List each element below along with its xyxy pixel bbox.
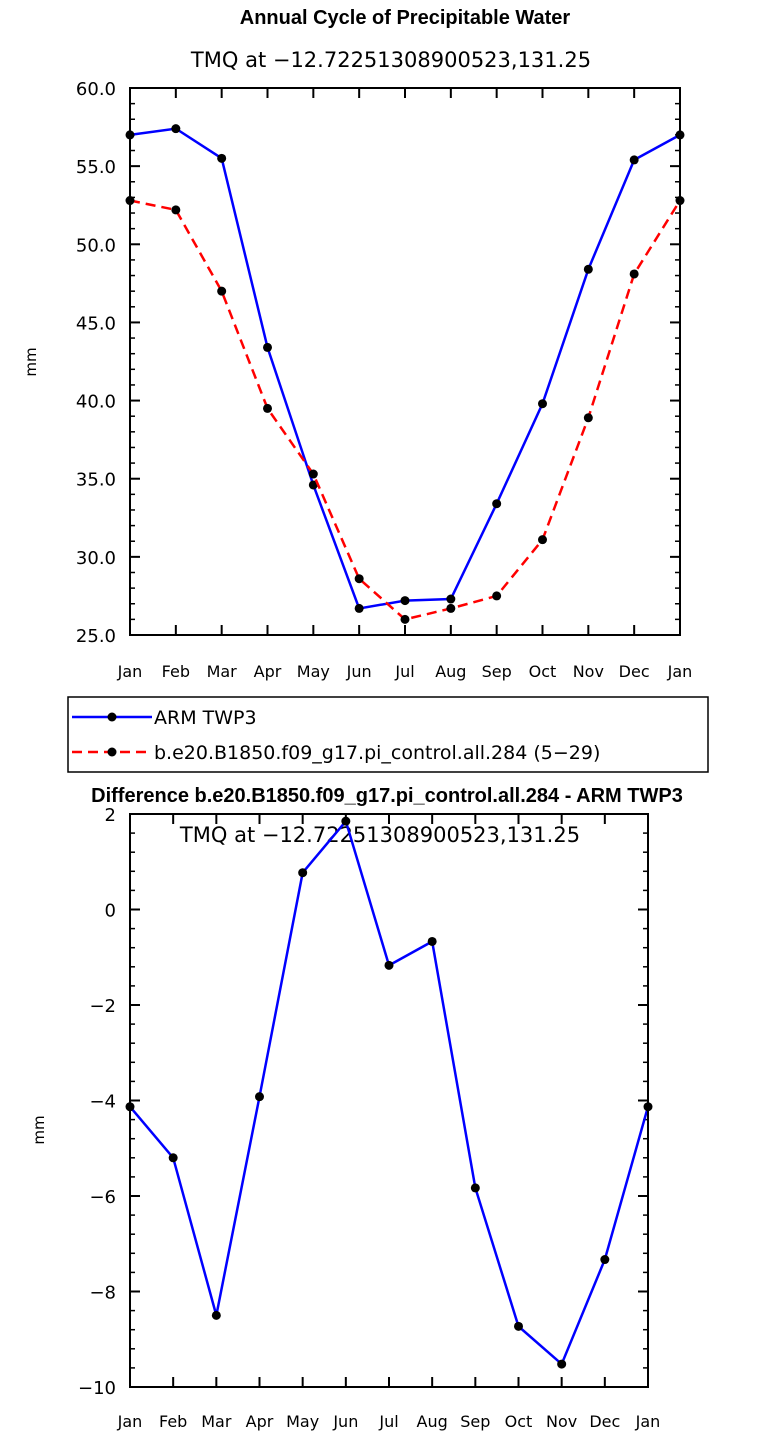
c1-x-tick-label: Apr — [254, 662, 282, 681]
c1-x-tick-label: Jun — [346, 662, 372, 681]
chart2-subtitle: TMQ at −12.72251308900523,131.25 — [179, 823, 580, 847]
chart1-legend: ARM TWP3 b.e20.B1850.f09_g17.pi_control.… — [67, 696, 709, 773]
legend-marker-model — [107, 747, 117, 757]
c2-series-0-point — [600, 1255, 610, 1265]
c2-series-0-point — [427, 936, 437, 946]
c2-y-tick-label: −10 — [78, 1378, 116, 1399]
c2-y-tick-label: 2 — [105, 805, 116, 826]
c2-x-tick-label: Jul — [378, 1412, 398, 1431]
c2-series-0-point — [211, 1310, 221, 1320]
legend-marker-arm — [107, 712, 117, 722]
c1-series-0-point — [400, 596, 410, 606]
c1-series-0-point — [629, 155, 639, 165]
c2-x-tick-label: Aug — [417, 1412, 448, 1431]
c2-series-0-point — [514, 1321, 523, 1331]
c2-x-tick-label: Dec — [589, 1412, 620, 1431]
c2-series-0-point — [557, 1359, 567, 1369]
difference-chart: Difference b.e20.B1850.f09_g17.pi_contro… — [30, 785, 683, 1431]
c1-series-line-1 — [129, 199, 682, 621]
c1-x-tick-label: Dec — [619, 662, 650, 681]
c1-x-tick-label: Jan — [667, 662, 693, 681]
c2-x-tick-label: Jun — [332, 1412, 358, 1431]
c1-series-1-point — [492, 591, 502, 601]
c1-series-line-0 — [129, 127, 681, 610]
c1-x-tick-label: Nov — [573, 662, 604, 681]
c1-series-0-point — [538, 399, 547, 409]
c2-y-tick-label: −2 — [89, 996, 116, 1017]
c1-y-tick-label: 50.0 — [76, 235, 116, 256]
chart1-plot-frame — [129, 87, 681, 636]
c2-series-0-point — [298, 868, 308, 878]
c1-series-0-point — [492, 499, 502, 509]
c1-series-1-point — [171, 205, 181, 215]
c2-x-tick-label: Apr — [246, 1412, 274, 1431]
c1-series-1-point — [263, 403, 272, 413]
legend-frame — [67, 696, 709, 773]
c2-x-tick-label: Jan — [117, 1412, 143, 1431]
c2-y-tick-label: −6 — [89, 1187, 116, 1208]
c1-series-0-point — [446, 594, 456, 604]
legend-label-model: b.e20.B1850.f09_g17.pi_control.all.284 (… — [154, 742, 600, 764]
c1-series-1-point — [583, 413, 593, 423]
legend-label-arm: ARM TWP3 — [154, 707, 257, 729]
c1-x-tick-label: Feb — [162, 662, 190, 681]
chart2-title: Difference b.e20.B1850.f09_g17.pi_contro… — [91, 785, 683, 807]
c2-y-tick-label: 0 — [105, 901, 116, 922]
chart1-subtitle: TMQ at −12.72251308900523,131.25 — [190, 48, 591, 72]
c1-x-tick-label: May — [297, 662, 330, 681]
c1-x-tick-label: Jul — [394, 662, 414, 681]
c1-x-tick-label: Aug — [435, 662, 466, 681]
c1-series-0-point — [171, 124, 181, 134]
c1-series-1-point — [354, 574, 364, 584]
c2-series-line-0 — [129, 818, 650, 1367]
c1-x-tick-label: Jan — [117, 662, 143, 681]
c1-series-0-point — [583, 264, 593, 274]
c1-x-tick-label: Oct — [529, 662, 557, 681]
c2-x-tick-label: Oct — [505, 1412, 533, 1431]
c2-series-0-point — [384, 960, 394, 970]
chart2-y-axis-label: mm — [30, 1115, 48, 1144]
c1-x-tick-label: Sep — [482, 662, 512, 681]
c1-series-1-point — [538, 535, 547, 545]
c1-y-tick-label: 60.0 — [76, 79, 116, 100]
c1-series-1-point — [400, 614, 410, 624]
c2-y-tick-label: −4 — [89, 1092, 116, 1113]
c1-y-tick-label: 30.0 — [76, 548, 116, 569]
c1-y-tick-label: 35.0 — [76, 470, 116, 491]
c2-x-tick-label: Nov — [546, 1412, 577, 1431]
c1-series-0-point — [217, 153, 227, 163]
c2-x-tick-label: Jan — [635, 1412, 661, 1431]
annual-cycle-chart: Annual Cycle of Precipitable Water TMQ a… — [22, 7, 692, 681]
c1-y-tick-label: 45.0 — [76, 313, 116, 334]
c2-x-tick-label: Mar — [201, 1412, 232, 1431]
c2-y-tick-label: −8 — [89, 1283, 116, 1304]
c2-x-tick-label: Sep — [460, 1412, 490, 1431]
c1-series-1-point — [217, 286, 227, 296]
c2-x-tick-label: Feb — [159, 1412, 187, 1431]
c1-series-0-point — [354, 603, 364, 613]
c2-series-0-point — [255, 1092, 264, 1102]
c1-series-1-point — [629, 269, 639, 279]
chart1-title: Annual Cycle of Precipitable Water — [240, 7, 571, 29]
c1-x-tick-label: Mar — [207, 662, 238, 681]
c1-y-tick-label: 55.0 — [76, 157, 116, 178]
c2-x-tick-label: May — [286, 1412, 319, 1431]
chart2-plot-frame — [129, 813, 649, 1388]
c1-y-tick-label: 25.0 — [76, 626, 116, 647]
c1-series-0-point — [263, 342, 272, 352]
chart1-y-axis-label: mm — [22, 347, 40, 376]
c1-series-0-point — [308, 480, 318, 490]
c2-series-0-point — [470, 1183, 480, 1193]
c1-y-tick-label: 40.0 — [76, 392, 116, 413]
c2-series-0-point — [168, 1153, 178, 1163]
c1-series-1-point — [308, 469, 318, 479]
c1-series-1-point — [446, 603, 456, 613]
c2-series-0-point — [341, 816, 351, 826]
